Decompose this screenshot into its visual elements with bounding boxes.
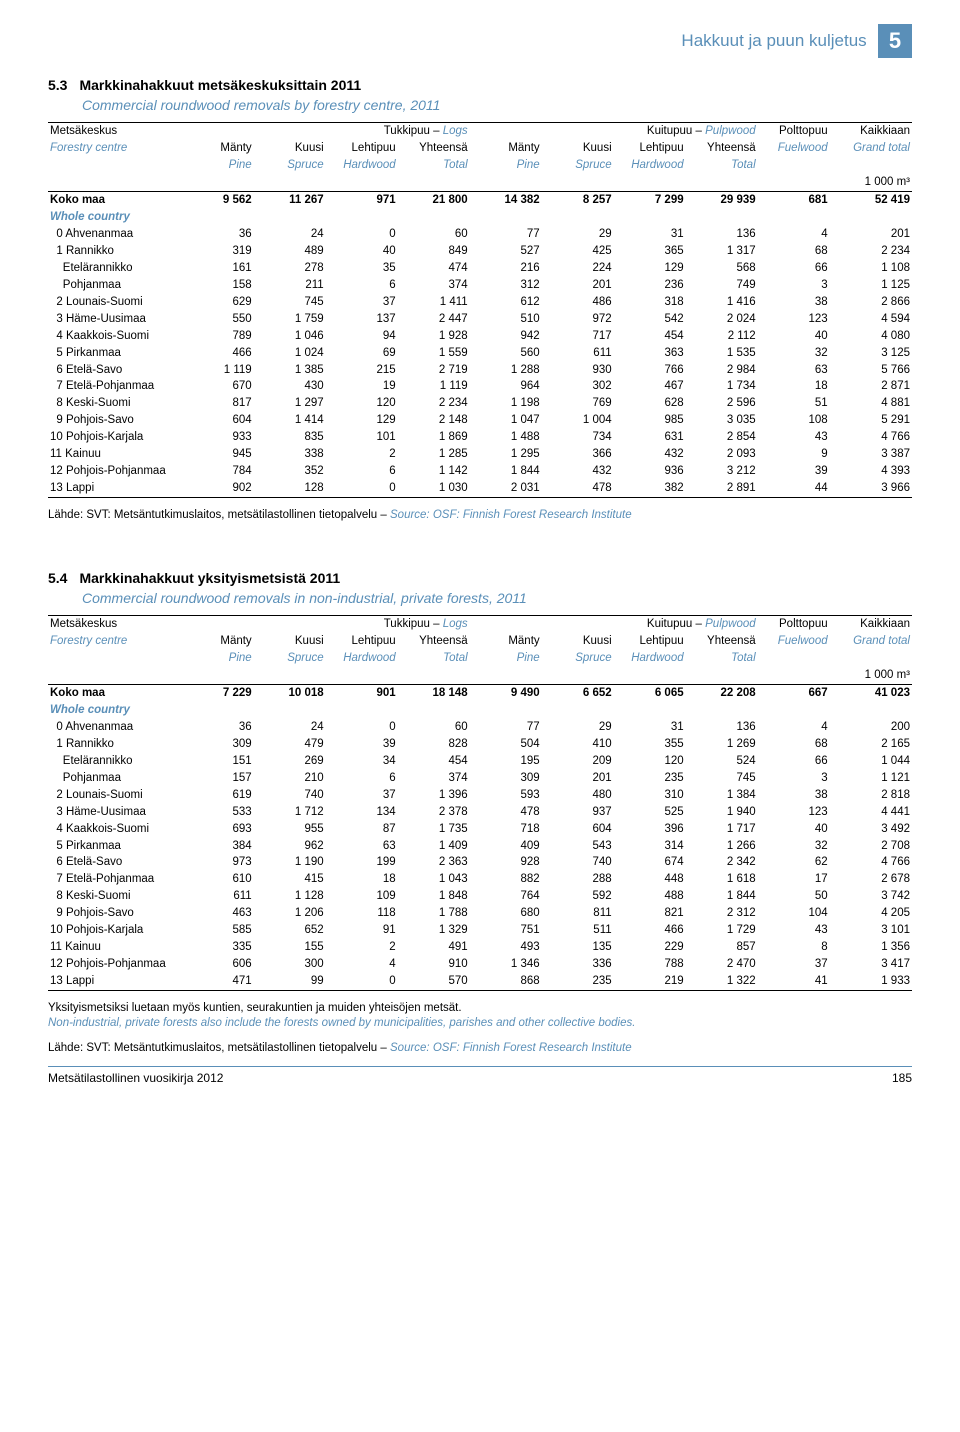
table-row: 9 Pohjois-Savo4631 2061181 7886808118212… — [48, 905, 912, 922]
table-row: 13 Lappi4719905708682352191 322411 933 — [48, 973, 912, 990]
table-row: 3 Häme-Uusimaa5331 7121342 3784789375251… — [48, 804, 912, 821]
table-row: 7 Etelä-Pohjanmaa610415181 0438822884481… — [48, 871, 912, 888]
footer-left: Metsätilastollinen vuosikirja 2012 — [48, 1071, 223, 1087]
table-row: 12 Pohjois-Pohjanmaa60630049101 34633678… — [48, 956, 912, 973]
page-footer: Metsätilastollinen vuosikirja 2012 185 — [48, 1066, 912, 1087]
table-row: 7 Etelä-Pohjanmaa670430191 1199643024671… — [48, 378, 912, 395]
table-row: 4 Kaakkois-Suomi693955871 7357186043961 … — [48, 821, 912, 838]
page-header: Hakkuut ja puun kuljetus 5 — [48, 24, 912, 58]
table-row: 8 Keski-Suomi8171 2971202 2341 198769628… — [48, 395, 912, 412]
header-title: Hakkuut ja puun kuljetus — [681, 30, 866, 52]
table-row: 9 Pohjois-Savo6041 4141292 1481 0471 004… — [48, 412, 912, 429]
table-row: Etelärannikko16127835474216224129568661 … — [48, 260, 912, 277]
table-54: Metsäkeskus Tukkipuu – Logs Kuitupuu – P… — [48, 615, 912, 991]
table-row: 8 Keski-Suomi6111 1281091 8487645924881 … — [48, 888, 912, 905]
table-54-header: Metsäkeskus Tukkipuu – Logs Kuitupuu – P… — [48, 616, 912, 685]
table-53: Metsäkeskus Tukkipuu – Logs Kuitupuu – P… — [48, 122, 912, 498]
table-row: 5 Pirkanmaa384962631 4094095433141 26632… — [48, 838, 912, 855]
table-row: 0 Ahvenanmaa36240607729311364200 — [48, 719, 912, 736]
section-54-title: 5.4Markkinahakkuut yksityismetsistä 2011 — [48, 569, 912, 587]
table-row: 2 Lounais-Suomi619740371 3965934803101 3… — [48, 787, 912, 804]
whole-country-row: Whole country — [48, 702, 912, 719]
total-row: Koko maa7 22910 01890118 1489 4906 6526 … — [48, 685, 912, 702]
table-row: Pohjanmaa157210637430920123574531 121 — [48, 770, 912, 787]
table-row: 13 Lappi90212801 0302 0314783822 891443 … — [48, 480, 912, 497]
table-row: Etelärannikko15126934454195209120524661 … — [48, 753, 912, 770]
table-row: Pohjanmaa158211637431220123674931 125 — [48, 277, 912, 294]
page: Hakkuut ja puun kuljetus 5 5.3Markkinaha… — [0, 0, 960, 1098]
table-row: 1 Rannikko319489408495274253651 317682 2… — [48, 243, 912, 260]
section-53-subtitle: Commercial roundwood removals by forestr… — [82, 96, 912, 114]
table-53-header: Metsäkeskus Tukkipuu – Logs Kuitupuu – P… — [48, 123, 912, 192]
table-row: 10 Pohjois-Karjala9338351011 8691 488734… — [48, 429, 912, 446]
table-row: 1 Rannikko309479398285044103551 269682 1… — [48, 736, 912, 753]
table-row: 11 Kainuu335155249149313522985781 356 — [48, 939, 912, 956]
chapter-badge: 5 — [878, 24, 912, 58]
total-row: Koko maa9 56211 26797121 80014 3828 2577… — [48, 192, 912, 209]
table-row: 11 Kainuu94533821 2851 2953664322 09393 … — [48, 446, 912, 463]
table-row: 5 Pirkanmaa4661 024691 5595606113631 535… — [48, 345, 912, 362]
table-row: 4 Kaakkois-Suomi7891 046941 928942717454… — [48, 328, 912, 345]
note-54: Yksityismetsiksi luetaan myös kuntien, s… — [48, 1001, 912, 1031]
source-54: Lähde: SVT: Metsäntutkimuslaitos, metsät… — [48, 1041, 912, 1056]
whole-country-row: Whole country — [48, 209, 912, 226]
section-53-title: 5.3Markkinahakkuut metsäkeskuksittain 20… — [48, 76, 912, 94]
table-54-body: Koko maa7 22910 01890118 1489 4906 6526 … — [48, 685, 912, 991]
footer-right: 185 — [892, 1071, 912, 1087]
table-row: 10 Pohjois-Karjala585652911 329751511466… — [48, 922, 912, 939]
table-row: 0 Ahvenanmaa36240607729311364201 — [48, 226, 912, 243]
table-row: 2 Lounais-Suomi629745371 4116124863181 4… — [48, 294, 912, 311]
source-53: Lähde: SVT: Metsäntutkimuslaitos, metsät… — [48, 508, 912, 523]
table-row: 6 Etelä-Savo9731 1901992 3639287406742 3… — [48, 854, 912, 871]
table-53-body: Koko maa9 56211 26797121 80014 3828 2577… — [48, 192, 912, 498]
section-54-subtitle: Commercial roundwood removals in non-ind… — [82, 589, 912, 607]
table-row: 6 Etelä-Savo1 1191 3852152 7191 28893076… — [48, 362, 912, 379]
table-row: 12 Pohjois-Pohjanmaa78435261 1421 844432… — [48, 463, 912, 480]
table-row: 3 Häme-Uusimaa5501 7591372 4475109725422… — [48, 311, 912, 328]
